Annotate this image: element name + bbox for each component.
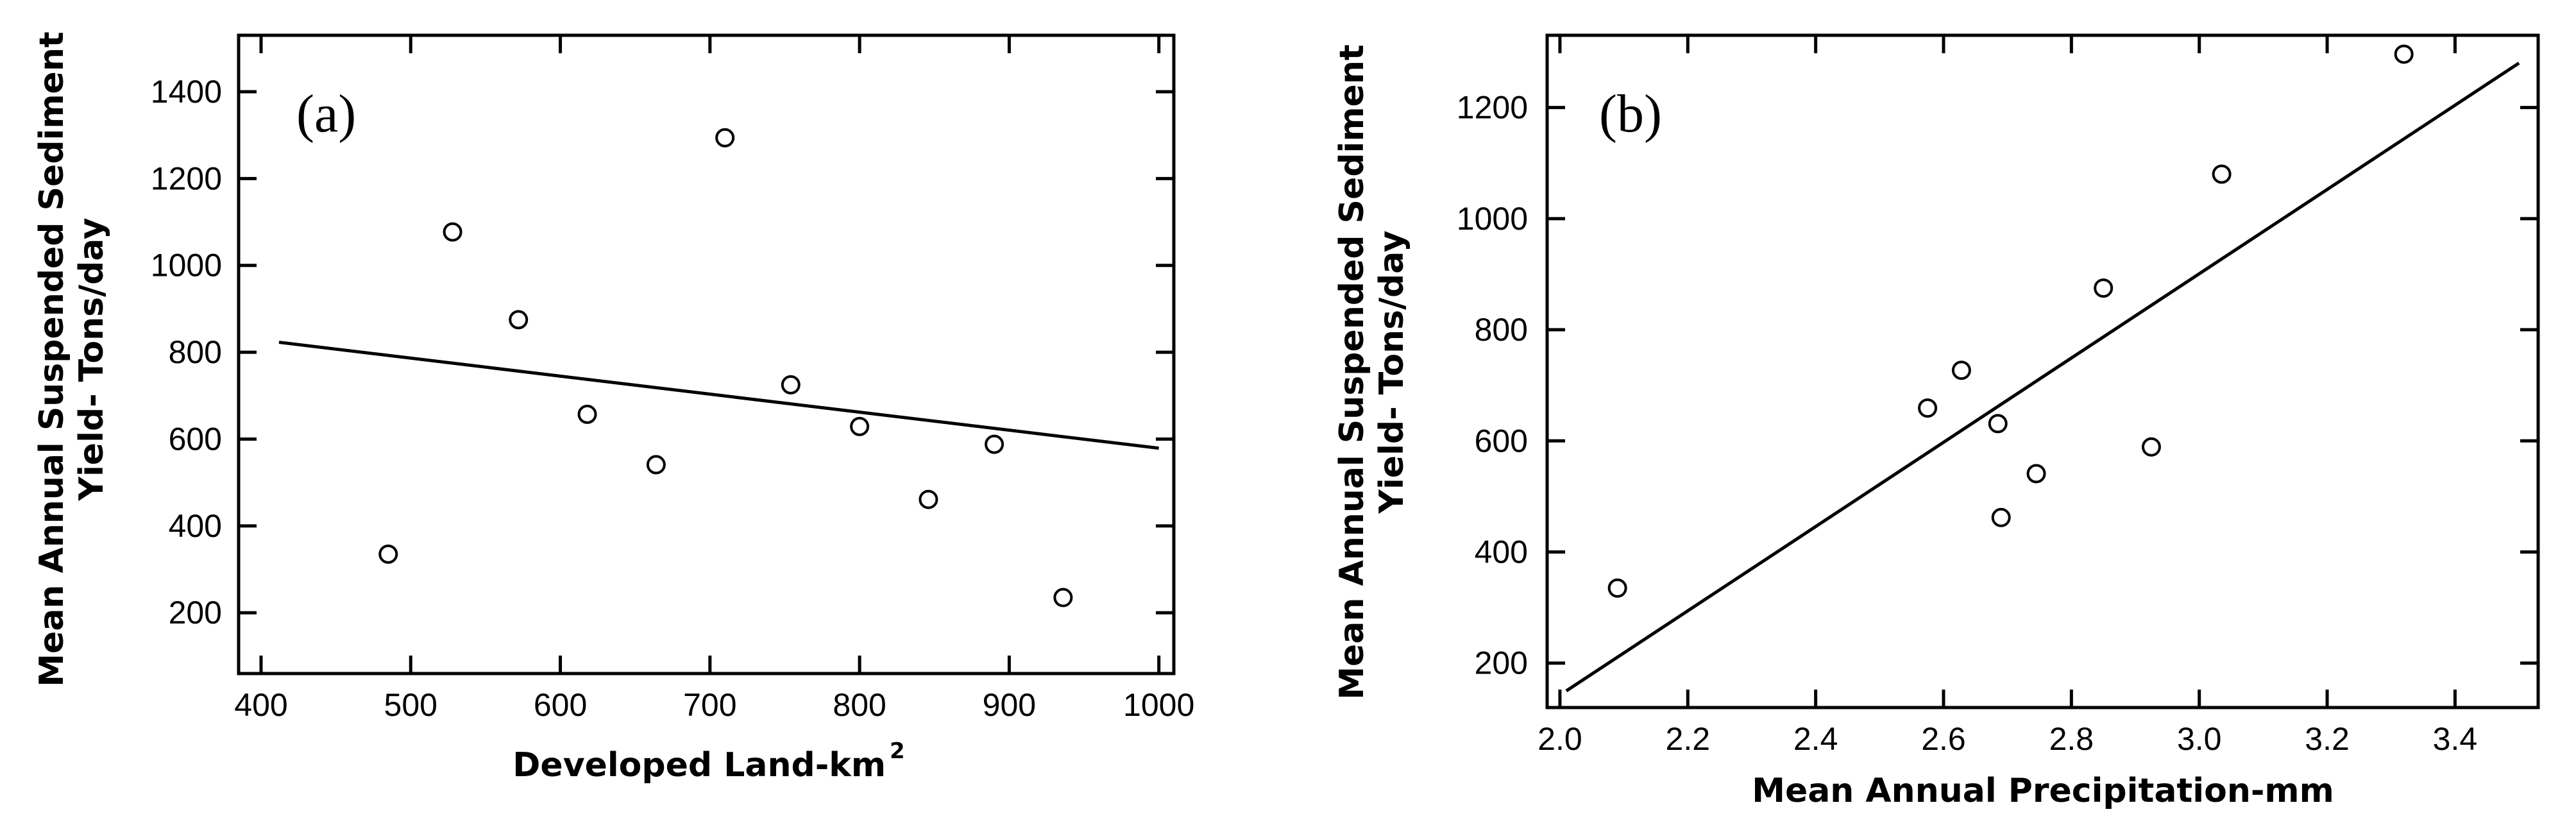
- x-tick-label: 3.0: [2177, 721, 2222, 757]
- data-point: [378, 544, 398, 564]
- plot-frame-a: [237, 33, 1176, 675]
- fit-line-group-b: [1565, 62, 2520, 693]
- x-tick-label: 400: [234, 687, 287, 723]
- y-tick-label: 600: [1475, 423, 1528, 459]
- x-tick-label: 2.2: [1666, 721, 1711, 757]
- data-point: [985, 434, 1004, 454]
- y-tick-label: 1200: [151, 160, 222, 196]
- y-tick-label: 800: [1475, 312, 1528, 348]
- y-tick-label: 1400: [151, 74, 222, 110]
- x-tick-label: 800: [833, 687, 886, 723]
- panel-label-b: (b): [1599, 84, 1662, 144]
- data-point: [781, 375, 801, 395]
- x-tick-label: 500: [384, 687, 437, 723]
- x-tick-label: 600: [534, 687, 587, 723]
- data-point: [1991, 507, 2011, 527]
- x-tick-label: 2.0: [1538, 721, 1582, 757]
- x-axis-title-a-text: Developed Land-km: [513, 746, 886, 785]
- data-point: [850, 416, 870, 436]
- data-point: [1988, 414, 2008, 434]
- data-point: [2212, 164, 2232, 184]
- y-tick-label: 800: [169, 334, 222, 370]
- data-points-a: [378, 128, 1073, 607]
- y-tick-label: 200: [169, 595, 222, 631]
- fit-line: [278, 341, 1159, 450]
- x-tick-label: 2.8: [2049, 721, 2094, 757]
- chart-panel-b: (b) 2.0 2.2 2.4 2.6 2.8 3.0 3.2 3.4 200 400 600 800…: [1333, 33, 2540, 810]
- data-point: [646, 455, 666, 475]
- data-point: [2026, 464, 2046, 484]
- chart-panel-a: (a) 400 500 600 700 800 900 1000 200 400 600 800 10…: [33, 31, 1194, 785]
- y-axis-title-a-line1: Mean Annual Suspended Sediment: [33, 31, 71, 686]
- data-point: [577, 404, 597, 424]
- data-point: [2394, 44, 2414, 64]
- fit-line-group-a: [278, 341, 1159, 450]
- y-axis-title-b: Mean Annual Suspended Sediment Yield- To…: [1333, 44, 1411, 699]
- data-point: [1053, 588, 1073, 607]
- x-axis-title-b: Mean Annual Precipitation-mm: [1752, 772, 2334, 810]
- y-tick-label: 1000: [151, 248, 222, 284]
- data-point: [2141, 437, 2161, 457]
- y-tick-label: 600: [169, 421, 222, 457]
- y-axis-title-b-line1: Mean Annual Suspended Sediment: [1333, 44, 1371, 699]
- data-point: [509, 310, 529, 330]
- data-point: [919, 489, 938, 509]
- y-axis-title-b-line2: Yield- Tons/day: [1373, 230, 1411, 514]
- x-tick-label: 700: [683, 687, 736, 723]
- y-tick-label: 1000: [1457, 201, 1528, 237]
- y-tick-label: 1200: [1457, 90, 1528, 126]
- x-tick-label: 3.4: [2433, 721, 2478, 757]
- panel-label-a: (a): [296, 84, 356, 144]
- x-tick-label: 2.6: [1921, 721, 1966, 757]
- data-point: [715, 128, 735, 148]
- x-axis-title-a-superscript: 2: [890, 738, 905, 764]
- x-tick-label: 1000: [1123, 687, 1194, 723]
- plot-frame-b: [1545, 33, 2540, 709]
- axis-ticks-a: 400 500 600 700 800 900 1000 200 400 600 800 1000 12…: [151, 35, 1194, 723]
- y-axis-title-a-line2: Yield- Tons/day: [72, 217, 111, 501]
- x-tick-label: 2.4: [1793, 721, 1838, 757]
- y-tick-label: 200: [1475, 645, 1528, 681]
- x-tick-label: 900: [983, 687, 1036, 723]
- data-points-b: [1607, 44, 2414, 598]
- fit-line: [1565, 62, 2520, 693]
- axis-ticks-b: 2.0 2.2 2.4 2.6 2.8 3.0 3.2 3.4 200 400 600 800 1000…: [1457, 35, 2538, 757]
- x-axis-title-a: Developed Land-km 2: [513, 738, 904, 785]
- data-point: [1951, 361, 1971, 380]
- y-tick-label: 400: [1475, 534, 1528, 570]
- data-point: [1918, 398, 1938, 418]
- y-axis-title-a: Mean Annual Suspended Sediment Yield- To…: [33, 31, 111, 686]
- data-point: [1607, 578, 1627, 598]
- y-tick-label: 400: [169, 508, 222, 544]
- x-tick-label: 3.2: [2305, 721, 2350, 757]
- data-point: [443, 222, 462, 242]
- data-point: [2094, 278, 2114, 298]
